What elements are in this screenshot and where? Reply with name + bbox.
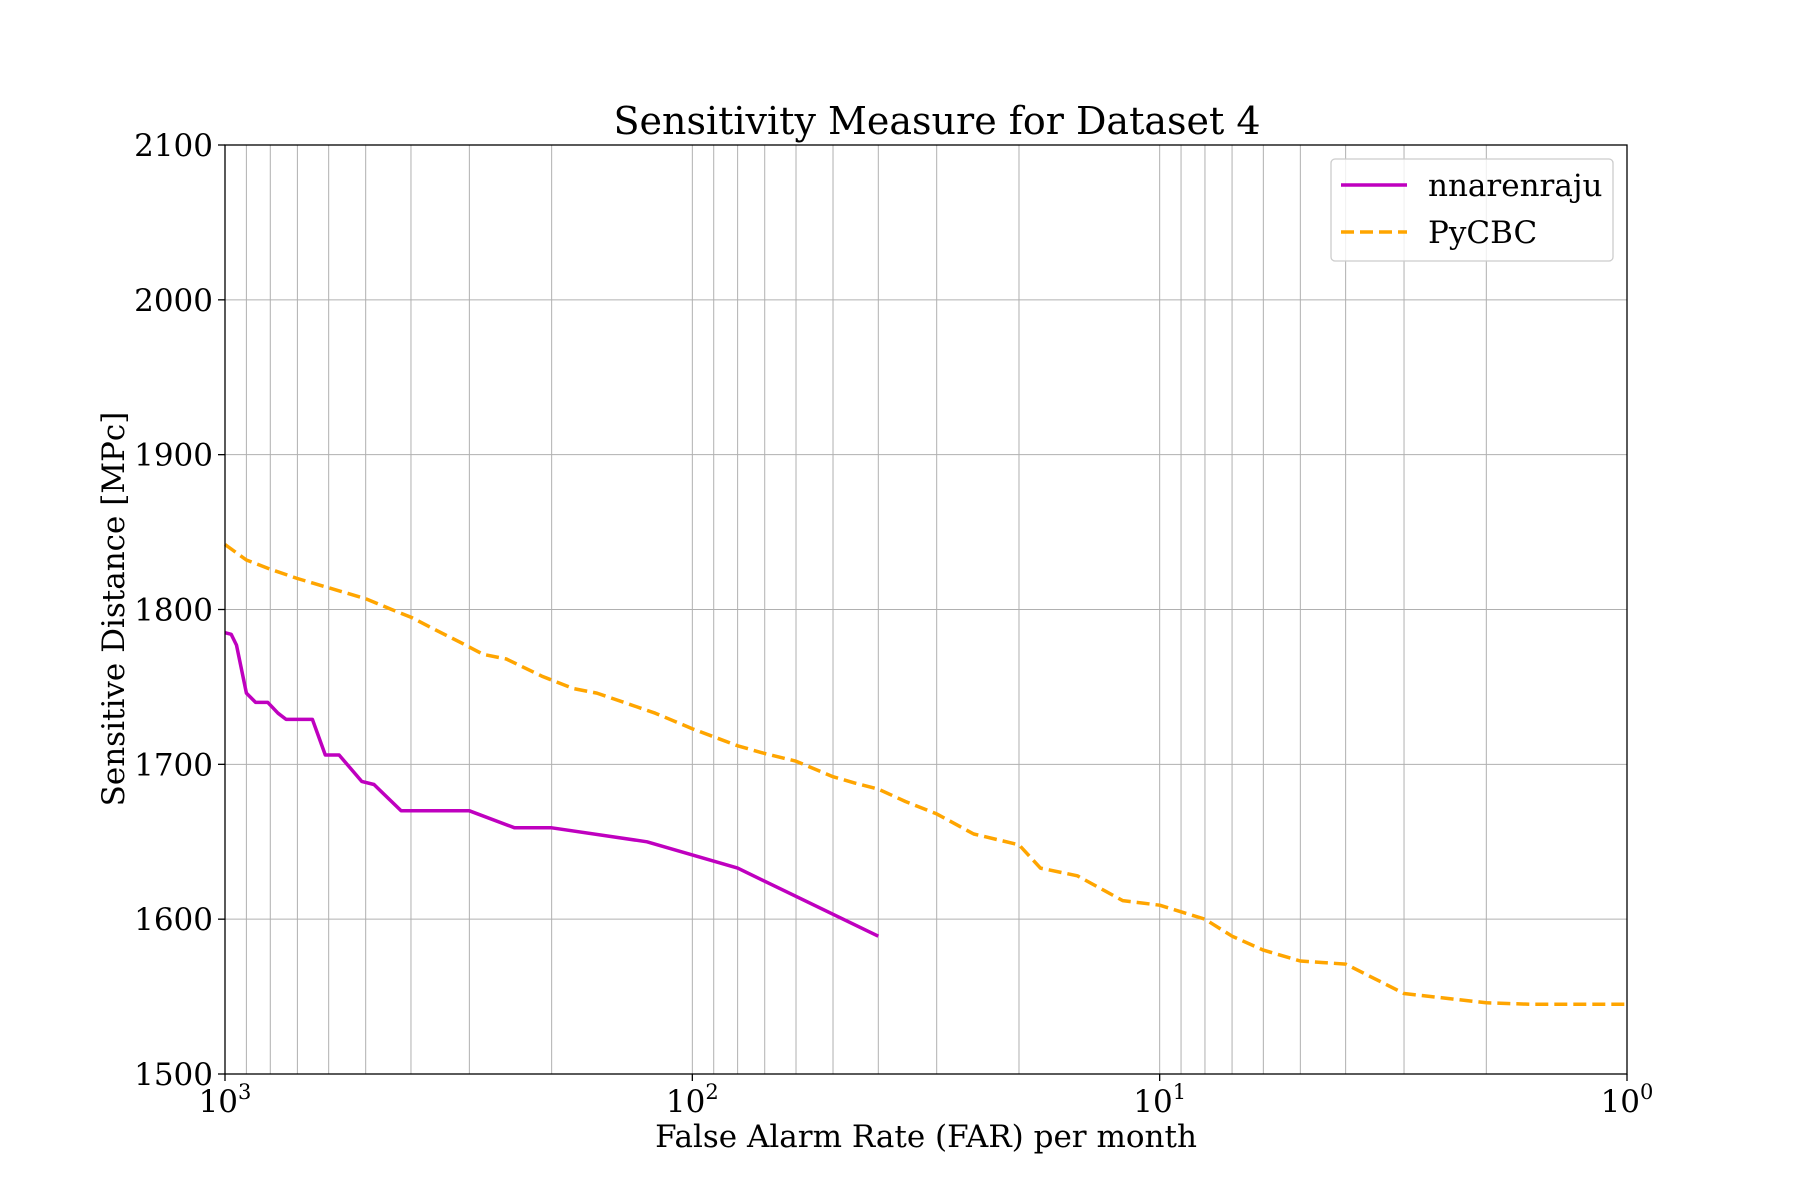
y-axis-label: Sensitive Distance [MPc] xyxy=(96,412,132,807)
x-tick-label: 103 xyxy=(199,1080,252,1120)
legend-label-pycbc: PyCBC xyxy=(1428,215,1537,251)
x-tick-label: 102 xyxy=(666,1080,719,1120)
y-tick-label: 1800 xyxy=(134,593,213,629)
y-tick-label: 1600 xyxy=(134,902,213,938)
y-tick-label: 2100 xyxy=(134,128,213,164)
y-tick-label: 1700 xyxy=(134,747,213,783)
y-tick-label: 1900 xyxy=(134,438,213,474)
x-tick-label: 100 xyxy=(1601,1080,1654,1120)
y-tick-label: 1500 xyxy=(134,1057,213,1093)
x-axis-label: False Alarm Rate (FAR) per month xyxy=(655,1119,1197,1155)
x-axis-ticks: 103 102 101 100 xyxy=(199,1074,1654,1120)
legend-label-nnarenraju: nnarenraju xyxy=(1428,168,1602,204)
y-axis-ticks: 1500 1600 1700 1800 1900 2000 2100 xyxy=(134,128,225,1093)
chart-title: Sensitivity Measure for Dataset 4 xyxy=(613,99,1260,143)
series-layer xyxy=(223,543,1627,1007)
x-tick-label: 101 xyxy=(1133,1080,1186,1120)
series-line-nnarenraju xyxy=(224,631,880,938)
series-line-pycbc xyxy=(223,543,1627,1007)
y-tick-label: 2000 xyxy=(134,283,213,319)
legend: nnarenraju PyCBC xyxy=(1330,158,1614,262)
